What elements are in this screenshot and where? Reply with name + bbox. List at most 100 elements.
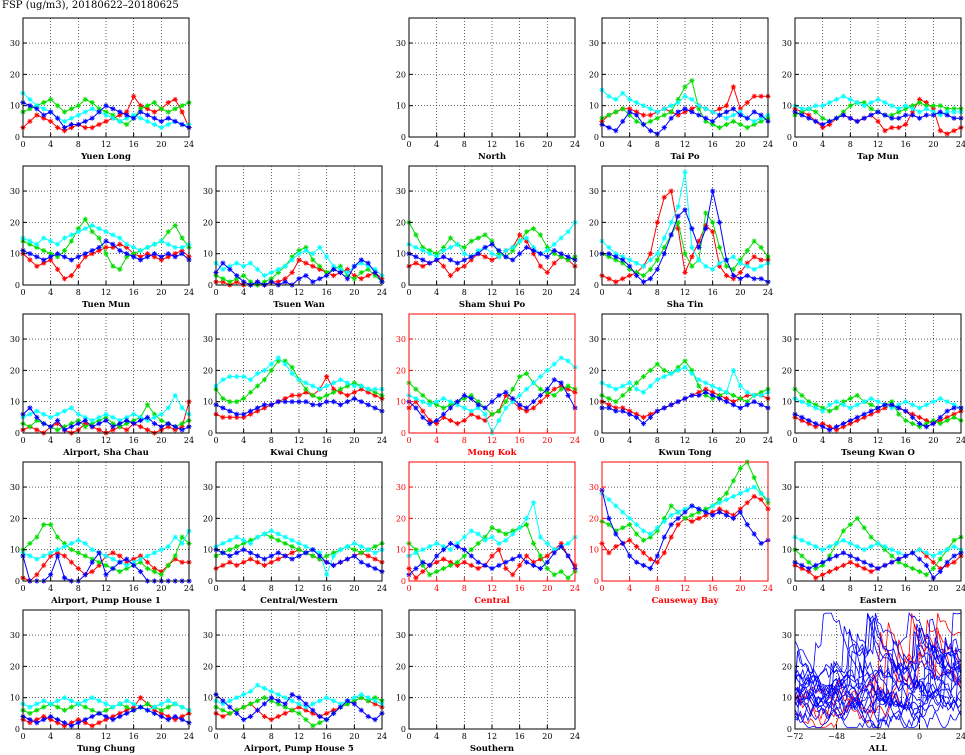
data-point [358,257,364,263]
data-point [937,417,943,424]
data-point [620,408,626,414]
data-point [847,522,853,528]
data-point [723,263,730,269]
data-point [27,540,33,547]
data-point [847,540,853,547]
data-point [254,279,261,285]
data-point [317,553,323,559]
data-point [454,559,461,565]
data-point [806,115,812,121]
x-tick-label: 24 [184,584,194,593]
data-point [510,399,516,405]
data-point [937,103,943,109]
data-point [158,569,164,575]
data-point [661,244,667,251]
x-tick-label: 24 [763,584,773,593]
data-point [682,251,688,257]
data-point [54,547,61,553]
data-point [440,543,447,550]
y-tick-label: 10 [396,398,406,407]
data-point [806,417,812,424]
data-point [172,427,178,433]
data-point [48,553,54,559]
y-tick-label: 20 [10,662,20,671]
data-point [689,106,695,112]
data-point [716,244,723,251]
data-point [144,707,151,713]
data-point [337,386,344,392]
data-point [241,395,247,402]
x-tick-label: 8 [269,436,274,445]
x-tick-label: 12 [873,584,883,593]
data-point [337,704,344,710]
data-point [675,522,681,528]
station-label: Airport, Pump House 5 [243,744,354,754]
data-point [172,254,178,260]
data-point [303,386,309,392]
data-point [68,106,75,112]
data-point [110,112,116,118]
data-point [633,522,640,528]
data-point [48,118,54,124]
data-point [234,374,240,380]
data-point [165,251,171,257]
data-point [758,118,764,124]
data-point [447,559,454,565]
data-point [675,367,681,373]
x-tick-label: 4 [48,584,53,593]
data-point [668,522,674,528]
data-point [840,402,847,408]
data-point [365,547,371,553]
data-point [889,103,895,109]
data-point [289,370,295,377]
data-point [468,392,474,399]
data-point [868,562,874,568]
x-tick-label: 24 [184,140,194,149]
data-point [896,411,902,417]
data-point [324,717,330,723]
y-tick-label: 30 [396,483,406,492]
data-point [413,575,419,581]
data-point [172,553,178,559]
data-point [103,562,109,568]
x-tick-label: 12 [101,732,111,741]
data-point [806,106,812,112]
data-point [358,691,364,698]
data-point [247,688,254,695]
x-tick-label: 0 [406,436,411,445]
data-point [889,547,895,553]
data-point [882,112,888,118]
data-point [282,361,288,367]
data-point [703,506,709,512]
data-point [82,424,88,430]
x-tick-label: 20 [542,288,552,297]
station-label: Tai Po [670,152,699,162]
data-point [241,540,247,547]
data-point [454,562,461,568]
data-point [723,399,730,405]
x-tick-label: 4 [48,436,53,445]
data-point [165,254,171,260]
data-point [372,565,378,572]
data-point [496,392,502,399]
data-point [558,383,564,389]
data-point [482,411,488,417]
data-point [303,380,309,386]
plot-frame [408,165,576,286]
data-point [41,247,47,254]
data-point [358,543,364,550]
data-point [503,537,509,543]
data-point [261,531,268,537]
data-point [675,399,681,405]
station-label: Causeway Bay [652,596,720,606]
data-point [131,559,137,565]
x-tick-label: 12 [680,436,690,445]
data-point [854,402,860,408]
data-point [165,424,171,430]
data-point [620,257,626,263]
data-point [61,276,68,282]
x-tick-label: 20 [349,288,359,297]
